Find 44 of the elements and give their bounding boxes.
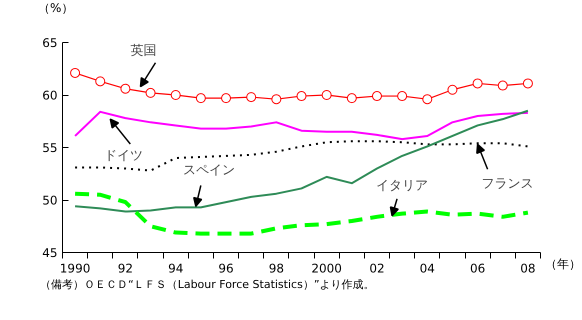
- line-series: [73, 192, 530, 236]
- x-tick-label: 92: [118, 262, 134, 276]
- annotation: フランス: [482, 176, 534, 192]
- point: [120, 84, 130, 94]
- point: [246, 92, 256, 102]
- annotation: 英国: [130, 43, 156, 58]
- point: [522, 78, 533, 88]
- y-tick-label: 60: [42, 88, 58, 102]
- point: [498, 80, 508, 91]
- y-tick-label: 50: [42, 194, 58, 208]
- point: [296, 91, 306, 102]
- x-tick-label: 06: [470, 262, 486, 276]
- point: [196, 93, 206, 104]
- x-axis-title: （年）: [545, 256, 581, 273]
- y-tick-label: 45: [42, 246, 58, 260]
- point: [322, 90, 332, 100]
- point: [221, 93, 232, 104]
- y-axis-title: （%）: [38, 0, 74, 17]
- x-tick-label: 02: [369, 262, 385, 276]
- point: [70, 68, 80, 78]
- point: [95, 76, 106, 86]
- annotation: ドイツ: [104, 148, 143, 164]
- point: [447, 84, 458, 95]
- x-tick-label: 1990: [60, 262, 90, 276]
- x-tick-label: 2000: [311, 262, 342, 276]
- x-tick-label: 04: [420, 262, 435, 276]
- point: [271, 94, 282, 104]
- point: [372, 91, 382, 102]
- line-series: [74, 110, 529, 140]
- x-tick-label: 94: [168, 262, 184, 276]
- point: [346, 93, 357, 104]
- point: [422, 94, 432, 104]
- x-tick-label: 98: [268, 262, 284, 276]
- x-tick-label: 96: [218, 262, 234, 276]
- y-tick-label: 65: [42, 36, 58, 50]
- text: （備考）ＯＥＣＤ“ＬＦＳ（Labour Force Statistics）”より作成。: [40, 277, 375, 293]
- point: [397, 91, 408, 102]
- annotation: イタリア: [376, 178, 428, 194]
- point: [472, 78, 483, 88]
- annotation: スペイン: [182, 162, 235, 178]
- y-tick-label: 55: [42, 141, 58, 155]
- point: [170, 90, 181, 100]
- x-tick-label: 08: [520, 262, 536, 276]
- point: [146, 88, 156, 98]
